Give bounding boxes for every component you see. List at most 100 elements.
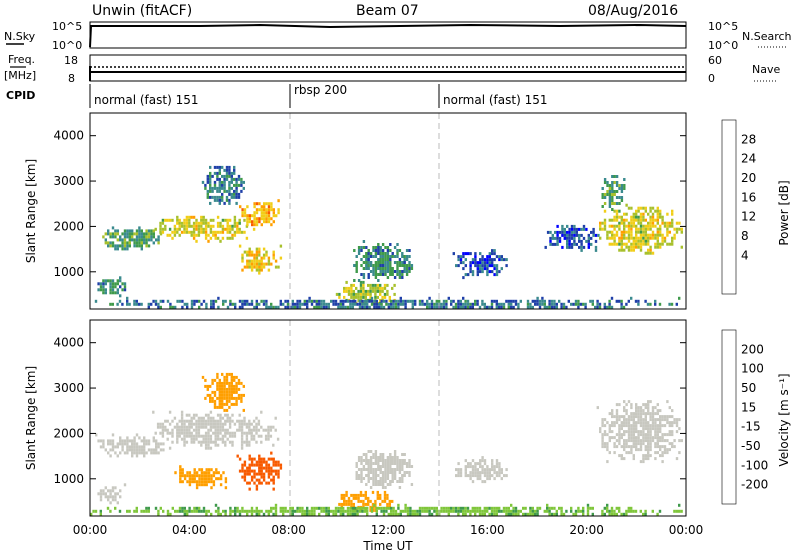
data-cell: [647, 412, 650, 416]
data-cell: [190, 305, 194, 309]
data-cell: [580, 248, 583, 252]
data-cell: [272, 512, 275, 516]
data-cell: [258, 463, 261, 467]
data-cell: [625, 245, 628, 249]
data-cell: [377, 465, 380, 468]
freq-tick-top: 18: [64, 54, 78, 67]
data-cell: [642, 512, 645, 516]
data-cell: [206, 192, 209, 196]
data-cell: [577, 509, 580, 513]
data-cell: [396, 249, 399, 252]
station-title: Unwin (fitACF): [92, 3, 192, 19]
data-cell: [546, 305, 549, 309]
data-cell: [152, 410, 155, 414]
data-cell: [651, 215, 655, 219]
data-cell: [221, 387, 224, 391]
data-cell: [464, 305, 467, 309]
data-cell: [654, 224, 657, 228]
data-cell: [502, 506, 506, 510]
data-cell: [418, 509, 422, 513]
data-cell: [218, 189, 221, 193]
data-cell: [253, 469, 256, 473]
data-cell: [180, 425, 184, 429]
data-cell: [440, 305, 443, 309]
data-cell: [471, 480, 475, 484]
data-cell: [298, 506, 302, 510]
data-cell: [587, 245, 590, 249]
data-cell: [200, 468, 204, 472]
data-cell: [630, 215, 633, 219]
data-cell: [310, 512, 314, 516]
data-cell: [651, 212, 655, 216]
data-cell: [228, 396, 231, 400]
data-cell: [274, 463, 278, 467]
data-cell: [204, 233, 208, 237]
data-cell: [267, 217, 271, 221]
data-cell: [380, 299, 383, 303]
data-cell: [225, 399, 229, 403]
data-cell: [404, 299, 407, 303]
data-cell: [566, 236, 569, 240]
data-cell: [119, 436, 122, 440]
data-cell: [118, 299, 122, 303]
data-cell: [274, 512, 278, 516]
data-cell: [235, 375, 238, 379]
data-cell: [627, 436, 631, 440]
data-cell: [493, 465, 496, 469]
data-cell: [615, 196, 619, 199]
colorbar-tick-label: -100: [741, 458, 768, 472]
data-cell: [176, 299, 179, 303]
data-cell: [226, 305, 230, 309]
data-cell: [541, 302, 544, 306]
data-cell: [291, 299, 294, 303]
data-cell: [204, 384, 207, 388]
data-cell: [104, 291, 107, 295]
data-cell: [109, 509, 112, 513]
data-cell: [223, 186, 226, 190]
data-cell: [546, 503, 549, 507]
data-cell: [265, 214, 268, 218]
data-cell: [371, 286, 375, 290]
data-cell: [467, 273, 470, 277]
velocity-data-regions: [90, 372, 683, 516]
data-cell: [228, 189, 231, 193]
data-cell: [370, 506, 374, 510]
data-cell: [152, 299, 155, 303]
data-cell: [154, 299, 158, 303]
data-cell: [188, 422, 191, 426]
data-cell: [99, 439, 103, 443]
data-cell: [209, 224, 213, 228]
data-cell: [367, 249, 370, 252]
data-cell: [594, 245, 598, 249]
data-cell: [647, 439, 650, 443]
data-cell: [223, 189, 226, 193]
data-cell: [262, 428, 265, 432]
data-cell: [253, 214, 256, 218]
data-cell: [381, 252, 385, 255]
data-cell: [675, 457, 679, 461]
data-cell: [498, 255, 501, 259]
data-cell: [209, 393, 212, 397]
data-cell: [197, 233, 201, 237]
data-cell: [210, 486, 213, 490]
nave-tick-bottom: 0: [708, 72, 715, 85]
data-cell: [514, 509, 518, 513]
data-cell: [159, 442, 163, 446]
data-cell: [192, 440, 196, 444]
data-cell: [382, 506, 386, 510]
data-cell: [663, 439, 667, 443]
data-cell: [245, 422, 249, 426]
data-cell: [109, 279, 112, 283]
data-cell: [611, 184, 614, 187]
data-cell: [498, 258, 501, 262]
data-cell: [637, 245, 640, 249]
data-cell: [374, 453, 378, 456]
data-cell: [111, 302, 114, 306]
data-cell: [365, 453, 368, 456]
data-cell: [611, 421, 614, 425]
data-cell: [507, 506, 510, 510]
data-cell: [205, 477, 208, 481]
data-cell: [570, 227, 574, 231]
data-cell: [255, 299, 258, 303]
data-cell: [519, 299, 522, 303]
